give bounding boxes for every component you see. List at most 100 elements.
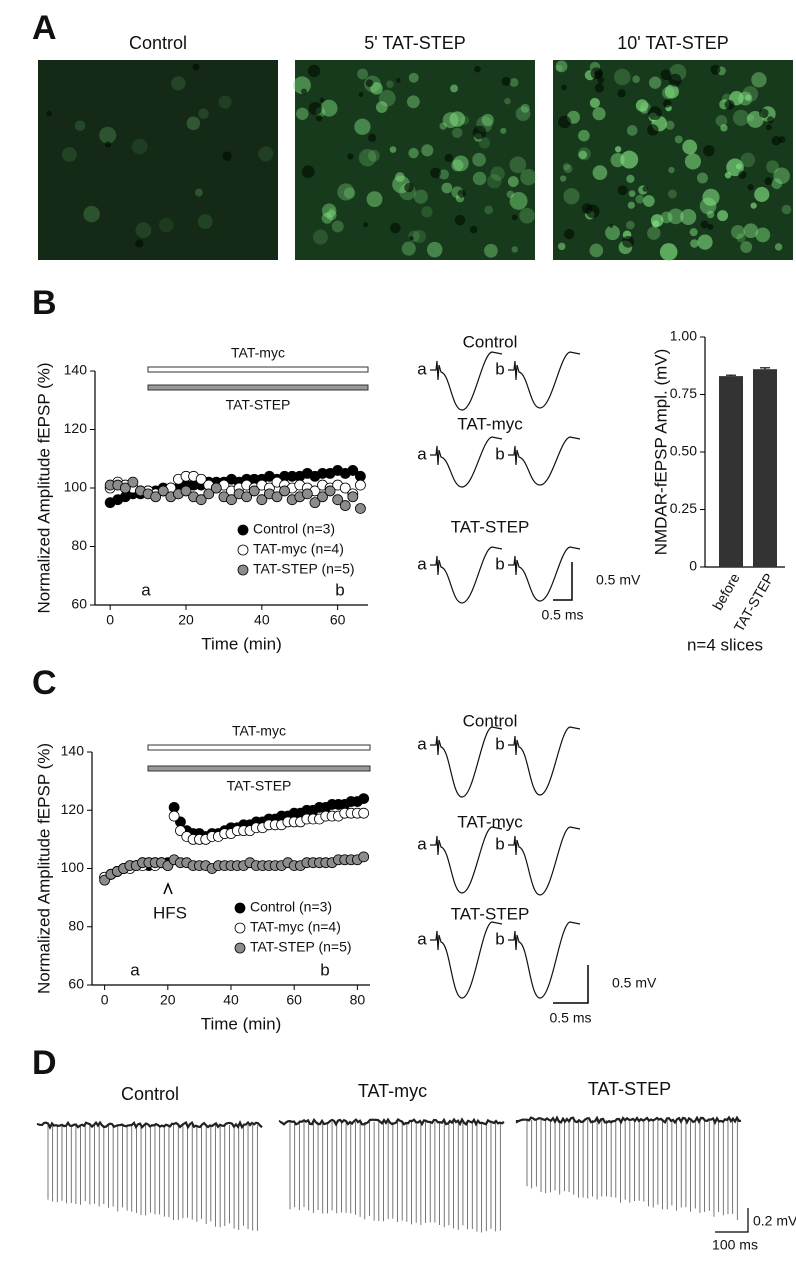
cell <box>368 149 380 162</box>
dark-spot <box>590 67 603 80</box>
cell <box>441 182 453 194</box>
dark-spot <box>560 84 567 91</box>
cell <box>699 197 717 215</box>
event-arrow <box>163 881 173 895</box>
data-point <box>324 485 336 497</box>
cell <box>690 239 699 248</box>
x-tick-label: 60 <box>286 992 302 1008</box>
micrograph <box>38 60 278 260</box>
data-point <box>226 494 237 506</box>
dark-spot <box>594 83 605 93</box>
cell <box>614 146 622 153</box>
y-tick-label: 1.00 <box>670 328 697 344</box>
dark-spot <box>308 101 322 116</box>
cell <box>667 208 684 225</box>
cell <box>484 243 498 258</box>
dark-spot <box>363 222 369 228</box>
dark-spot <box>454 214 466 226</box>
cell <box>702 188 720 206</box>
dark-spot <box>365 79 374 87</box>
dark-spot <box>222 151 232 161</box>
legend-label: Control (n=3) <box>250 899 332 915</box>
label: b <box>495 734 504 753</box>
dark-spot <box>617 185 628 196</box>
cell <box>640 107 648 115</box>
data-point <box>347 491 359 503</box>
cell <box>412 229 427 244</box>
x-axis-label: Time (min) <box>201 1014 282 1033</box>
cell <box>198 108 209 120</box>
dark-spot <box>771 136 781 146</box>
data-point <box>339 500 351 511</box>
cell <box>563 164 573 174</box>
data-point <box>168 810 180 822</box>
legend-marker <box>234 922 246 934</box>
treatment-bar <box>147 765 371 772</box>
cell <box>589 243 604 258</box>
label: 5' TAT-STEP <box>364 33 465 53</box>
cell <box>506 190 515 199</box>
cell <box>408 147 419 159</box>
cell <box>509 191 528 210</box>
cell <box>659 243 678 261</box>
cell <box>626 174 635 184</box>
y-axis-label: Normalized Amplitude fEPSP (%) <box>34 743 53 994</box>
treatment-label: TAT-STEP <box>226 397 291 413</box>
cell <box>386 80 394 88</box>
y-tick-label: 80 <box>68 917 84 933</box>
trace <box>508 436 581 486</box>
trace <box>430 921 503 999</box>
trace <box>508 546 581 602</box>
dark-spot <box>301 165 315 179</box>
cell <box>442 112 459 129</box>
dark-spot <box>581 203 593 214</box>
data-point <box>195 494 207 506</box>
cell <box>321 212 333 224</box>
cell <box>635 194 645 204</box>
label: Control <box>463 711 518 730</box>
legend-marker <box>234 942 246 954</box>
data-point <box>309 497 321 509</box>
cell <box>647 226 661 240</box>
cell <box>592 107 606 121</box>
cell <box>438 169 450 180</box>
label: 0.5 ms <box>549 1010 591 1026</box>
data-point <box>358 807 370 819</box>
scale-bar <box>715 1208 749 1233</box>
cell <box>296 107 309 120</box>
dark-spot <box>192 63 200 71</box>
y-axis-label: NMDAR-fEPSP Ampl. (mV) <box>651 349 670 556</box>
cell <box>774 243 783 251</box>
scale-bar <box>553 562 573 601</box>
cell <box>562 162 571 171</box>
cell <box>331 220 344 233</box>
data-point <box>256 494 268 506</box>
label: a <box>417 734 427 753</box>
dark-spot <box>767 116 775 124</box>
cell <box>293 76 311 95</box>
dark-spot <box>104 141 112 148</box>
data-point <box>157 485 169 497</box>
cell <box>472 171 487 186</box>
cell <box>717 210 729 222</box>
cell <box>578 129 590 142</box>
cell <box>452 155 469 172</box>
data-point <box>180 485 192 497</box>
y-tick-label: 100 <box>64 479 88 495</box>
dark-spot <box>368 133 377 143</box>
data-point <box>358 793 370 804</box>
label: C <box>32 664 57 702</box>
dark-spot <box>472 125 487 140</box>
data-point <box>195 473 207 485</box>
x-axis-label: Time (min) <box>201 634 282 653</box>
cell <box>460 115 470 125</box>
data-point <box>332 494 344 506</box>
y-tick-label: 120 <box>61 801 85 817</box>
cell <box>171 76 186 91</box>
dark-spot <box>609 223 614 229</box>
treatment-bar <box>147 744 371 751</box>
dark-spot <box>710 64 721 75</box>
data-point <box>241 491 253 503</box>
label: a <box>417 554 427 573</box>
